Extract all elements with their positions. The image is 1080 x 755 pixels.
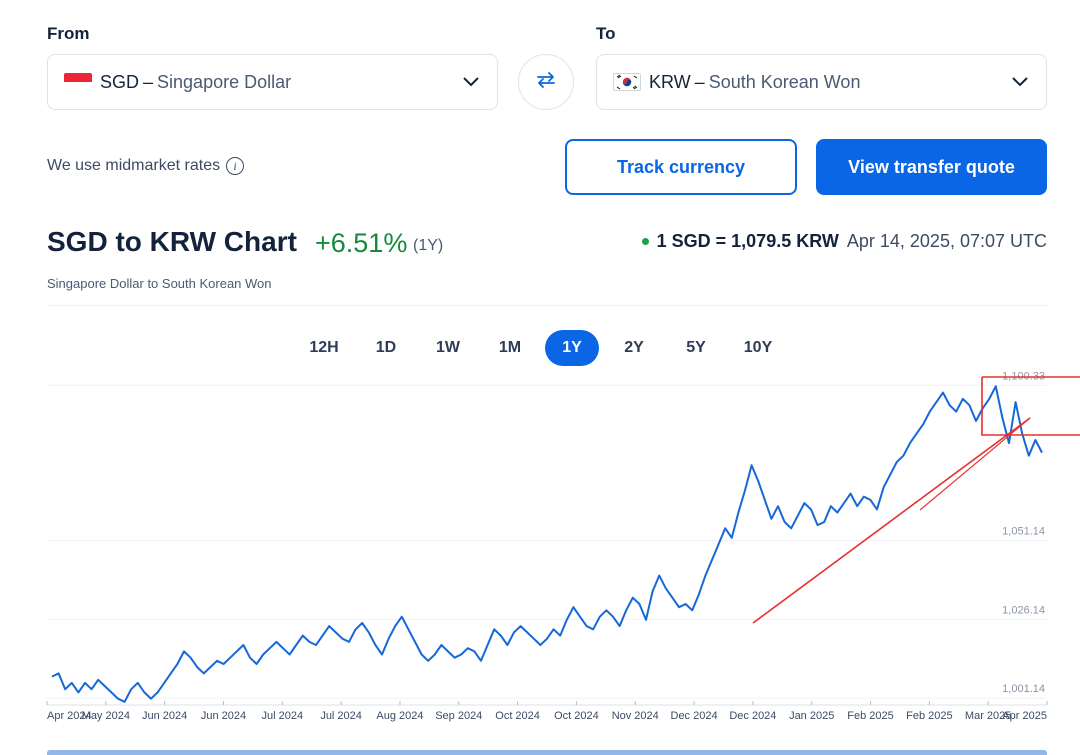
x-tick-label: Apr 2024 [47, 710, 92, 722]
from-currency-code: SGD [100, 71, 140, 92]
x-tick-label: Jan 2025 [789, 710, 834, 722]
x-tick-label: Jul 2024 [320, 710, 362, 722]
series-line [51, 385, 1043, 703]
x-tick-label: Dec 2024 [729, 710, 776, 722]
divider [47, 305, 1047, 306]
from-dash: – [143, 71, 154, 92]
swap-arrows-icon [535, 70, 557, 95]
annotation-arrow-line [752, 417, 1031, 624]
live-dot-icon [641, 238, 649, 245]
tab-1m[interactable]: 1M [498, 339, 522, 356]
chart-subtitle: Singapore Dollar to South Korean Won [47, 276, 272, 291]
y-tick-label: 1,051.14 [1002, 525, 1045, 537]
x-tick-label: Jun 2024 [201, 710, 246, 722]
tab-5y[interactable]: 5Y [686, 339, 706, 356]
to-currency-select[interactable]: KRW – South Korean Won [596, 54, 1047, 110]
time-range-tabs: 12H 1D 1W 1M 1Y 2Y 5Y 10Y [297, 330, 793, 366]
from-label: From [47, 24, 90, 43]
x-tick-label: Feb 2025 [847, 710, 893, 722]
tab-10y[interactable]: 10Y [743, 339, 773, 356]
percent-change: +6.51% [315, 228, 408, 258]
from-currency-name: Singapore Dollar [157, 71, 292, 92]
x-tick-label: Jun 2024 [142, 710, 187, 722]
swap-currencies-button[interactable] [518, 54, 574, 110]
chevron-down-icon [461, 72, 481, 92]
current-rate: 1 SGD = 1,079.5 KRW Apr 14, 2025, 07:07 … [641, 231, 1047, 252]
tab-1d[interactable]: 1D [375, 339, 397, 356]
to-dash: – [694, 71, 705, 92]
singapore-flag-icon [64, 73, 92, 91]
chart-range-scrollbar[interactable] [47, 750, 1047, 755]
track-currency-button[interactable]: Track currency [565, 139, 797, 195]
from-currency-select[interactable]: SGD – Singapore Dollar [47, 54, 498, 110]
x-tick-label: Apr 2025 [1002, 710, 1047, 722]
rate-timestamp: Apr 14, 2025, 07:07 UTC [846, 231, 1047, 251]
annotation-arrow-line [919, 417, 1031, 511]
chart-title: SGD to KRW Chart [47, 226, 297, 257]
tab-2y[interactable]: 2Y [624, 339, 644, 356]
x-tick-label: May 2024 [82, 710, 130, 722]
x-tick-label: Mar 2025 [965, 710, 1011, 722]
tab-1y[interactable]: 1Y [545, 330, 599, 366]
midmarket-note: We use midmarket rates i [47, 157, 245, 175]
x-tick-label: Aug 2024 [376, 710, 423, 722]
chevron-down-icon [1010, 72, 1030, 92]
x-tick-label: Oct 2024 [554, 710, 599, 722]
tab-12h[interactable]: 12H [309, 339, 339, 356]
x-tick-label: Dec 2024 [671, 710, 718, 722]
x-tick-label: Oct 2024 [495, 710, 540, 722]
south-korea-flag-icon [613, 73, 641, 91]
x-tick-label: Feb 2025 [906, 710, 952, 722]
rate-value: 1 SGD = 1,079.5 KRW [656, 231, 839, 251]
info-icon[interactable]: i [226, 157, 245, 175]
change-period: (1Y) [413, 237, 444, 254]
x-tick-label: Sep 2024 [435, 710, 482, 722]
tab-1w[interactable]: 1W [436, 339, 460, 356]
to-currency-code: KRW [649, 71, 691, 92]
annotation-box [981, 376, 1080, 436]
x-tick-label: Nov 2024 [612, 710, 659, 722]
y-tick-label: 1,026.14 [1002, 604, 1045, 616]
y-tick-label: 1,001.14 [1002, 683, 1045, 695]
x-tick-label: Jul 2024 [261, 710, 303, 722]
midmarket-text: We use midmarket rates [47, 157, 221, 174]
to-currency-name: South Korean Won [708, 71, 861, 92]
to-label: To [596, 24, 616, 43]
view-transfer-quote-button[interactable]: View transfer quote [816, 139, 1047, 195]
